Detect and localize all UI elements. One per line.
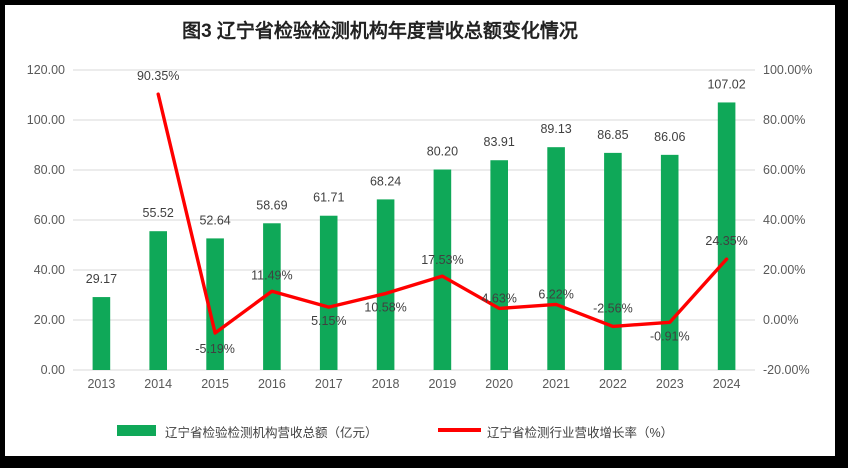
svg-text:40.00%: 40.00% <box>763 213 805 227</box>
svg-text:20.00%: 20.00% <box>763 263 805 277</box>
svg-text:11.49%: 11.49% <box>251 268 292 282</box>
svg-text:80.00: 80.00 <box>34 163 65 177</box>
svg-text:90.35%: 90.35% <box>137 69 179 83</box>
svg-text:86.06: 86.06 <box>654 130 685 144</box>
svg-text:20.00: 20.00 <box>34 313 65 327</box>
svg-text:2021: 2021 <box>542 377 570 391</box>
svg-text:0.00: 0.00 <box>41 363 65 377</box>
svg-text:60.00%: 60.00% <box>763 163 805 177</box>
svg-text:5.15%: 5.15% <box>311 314 346 328</box>
svg-text:2019: 2019 <box>428 377 456 391</box>
svg-text:10.58%: 10.58% <box>364 301 406 315</box>
svg-text:58.69: 58.69 <box>256 198 287 212</box>
svg-text:2018: 2018 <box>372 377 400 391</box>
svg-text:100.00%: 100.00% <box>763 63 812 77</box>
svg-text:17.53%: 17.53% <box>421 253 463 267</box>
svg-text:2024: 2024 <box>713 377 741 391</box>
svg-text:2022: 2022 <box>599 377 627 391</box>
svg-text:40.00: 40.00 <box>34 263 65 277</box>
svg-text:24.35%: 24.35% <box>705 234 747 248</box>
svg-text:2016: 2016 <box>258 377 286 391</box>
svg-text:-20.00%: -20.00% <box>763 363 810 377</box>
svg-text:2013: 2013 <box>87 377 115 391</box>
svg-text:2015: 2015 <box>201 377 229 391</box>
svg-text:-5.19%: -5.19% <box>195 342 235 356</box>
svg-text:29.17: 29.17 <box>86 272 117 286</box>
svg-text:2020: 2020 <box>485 377 513 391</box>
svg-text:2014: 2014 <box>144 377 172 391</box>
svg-text:107.02: 107.02 <box>707 78 745 92</box>
svg-text:61.71: 61.71 <box>313 191 344 205</box>
svg-text:52.64: 52.64 <box>199 213 230 227</box>
svg-text:89.13: 89.13 <box>540 122 571 136</box>
svg-text:83.91: 83.91 <box>484 135 515 149</box>
svg-text:2023: 2023 <box>656 377 684 391</box>
svg-text:4.63%: 4.63% <box>481 291 516 305</box>
svg-text:0.00%: 0.00% <box>763 313 798 327</box>
svg-text:80.20: 80.20 <box>427 145 458 159</box>
svg-text:-0.91%: -0.91% <box>650 329 690 343</box>
svg-text:-2.56%: -2.56% <box>593 301 633 315</box>
svg-text:6.22%: 6.22% <box>538 287 573 301</box>
svg-text:68.24: 68.24 <box>370 174 401 188</box>
svg-text:100.00: 100.00 <box>27 113 65 127</box>
svg-text:2017: 2017 <box>315 377 343 391</box>
svg-text:120.00: 120.00 <box>27 63 65 77</box>
svg-text:80.00%: 80.00% <box>763 113 805 127</box>
svg-text:86.85: 86.85 <box>597 128 628 142</box>
svg-text:60.00: 60.00 <box>34 213 65 227</box>
svg-text:55.52: 55.52 <box>143 206 174 220</box>
